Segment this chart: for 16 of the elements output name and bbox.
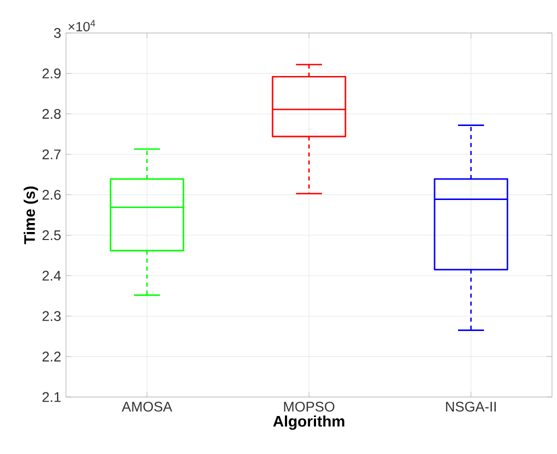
x-tick-label: AMOSA bbox=[122, 402, 172, 412]
y-tick-label: 2.3 bbox=[42, 311, 61, 322]
y-tick-label: 2.2 bbox=[42, 352, 61, 362]
y-tick-label: 2.8 bbox=[42, 108, 61, 119]
y-tick-label: 2.7 bbox=[42, 149, 61, 160]
y-tick-label: 2.6 bbox=[42, 190, 61, 200]
y-tick-label: 2.4 bbox=[42, 270, 61, 281]
x-tick-label: MOPSO bbox=[284, 402, 334, 412]
y-tick-label: 3 bbox=[54, 28, 61, 38]
y-tick-label: 2.9 bbox=[42, 68, 61, 78]
x-tick-label: NSGA-II bbox=[446, 402, 496, 412]
y-axis-title: Time (s) bbox=[24, 186, 38, 244]
text: ×10$^{4}$ bbox=[68, 20, 96, 32]
y-tick-label: 2.1 bbox=[42, 392, 61, 402]
y-tick-label: 2.5 bbox=[42, 230, 61, 240]
x-axis-title: Algorithm bbox=[273, 415, 344, 430]
